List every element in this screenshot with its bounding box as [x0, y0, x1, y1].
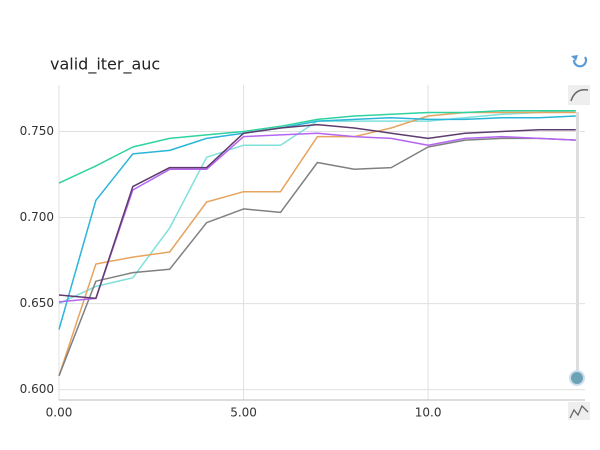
- icon-line: [569, 404, 589, 419]
- reload-arrow: [571, 55, 578, 61]
- x-tick-label: 5.00: [230, 406, 257, 420]
- series-line: [58, 110, 576, 305]
- slider-track: [576, 112, 579, 378]
- x-tick-label: 10.0: [415, 406, 442, 420]
- reload-icon[interactable]: [571, 55, 588, 68]
- series-line: [58, 110, 576, 184]
- chart-title: valid_iter_auc: [50, 55, 160, 75]
- icon-bg: [568, 402, 590, 420]
- x-tick-label: 0.00: [46, 406, 73, 420]
- series-line: [58, 132, 576, 303]
- series-line: [58, 111, 576, 377]
- reload-arc: [572, 56, 588, 68]
- smoothing-icon[interactable]: [568, 85, 590, 105]
- y-tick-label: 0.700: [20, 210, 54, 224]
- series-line: [58, 137, 576, 377]
- y-tick-label: 0.650: [20, 296, 54, 310]
- y-tick-label: 0.600: [20, 382, 54, 396]
- y-tick-label: 0.750: [20, 124, 54, 138]
- icon-curve: [570, 88, 589, 102]
- raw-icon[interactable]: [568, 402, 590, 420]
- slider-knob[interactable]: [569, 370, 585, 386]
- icon-bg: [568, 85, 590, 105]
- series-line: [58, 115, 576, 330]
- series-line: [58, 123, 576, 300]
